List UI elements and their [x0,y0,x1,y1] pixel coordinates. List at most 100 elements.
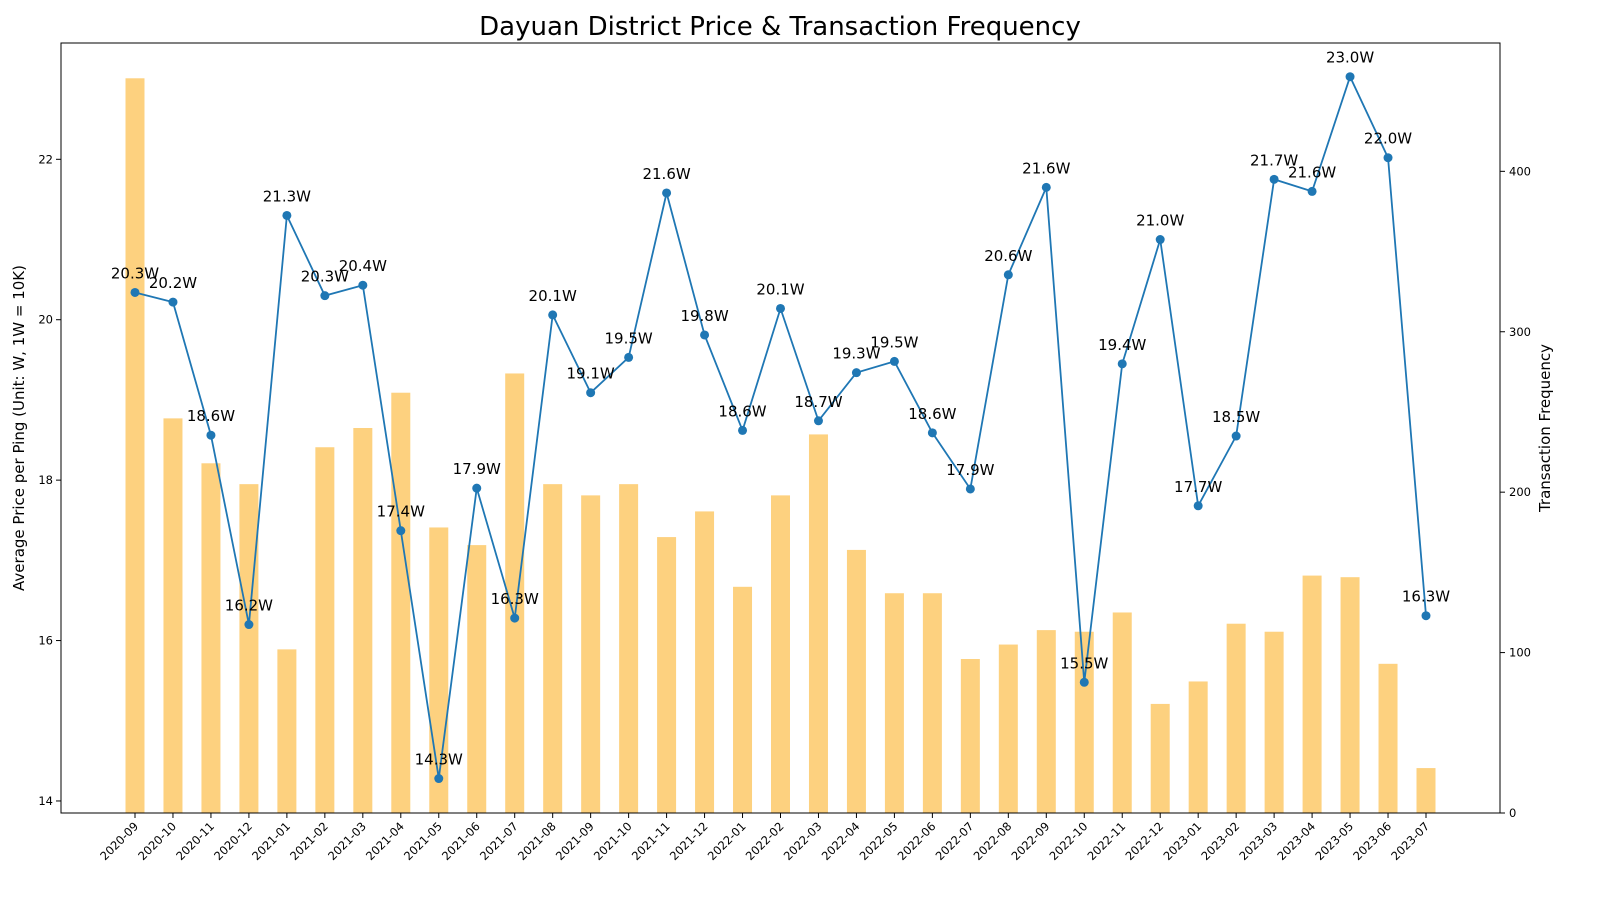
point-2023-04 [1307,186,1317,196]
bar-2020-10 [163,418,183,813]
bar-2022-10 [1074,631,1094,813]
data-label-2022-02: 20.1W [756,280,804,298]
x-tick-label-2022-08: 2022-08 [971,819,1015,863]
bar-2021-09 [581,495,601,813]
bar-2022-06 [922,593,942,813]
left-tick-label: 22 [38,152,53,166]
x-tick-label-2023-01: 2023-01 [1160,819,1204,863]
data-label-2021-02: 20.3W [301,268,349,286]
bar-2022-08 [998,644,1018,813]
bar-2020-12 [239,484,259,813]
bar-2022-11 [1112,612,1132,813]
x-tick-label-2023-06: 2023-06 [1350,819,1394,863]
point-2021-07 [510,613,520,623]
point-2021-03 [358,280,368,290]
data-label-2022-07: 17.9W [946,461,994,479]
bar-2020-11 [201,463,221,813]
x-tick-label-2021-10: 2021-10 [591,819,635,863]
bar-2021-12 [695,511,715,813]
point-2020-09 [130,287,140,297]
data-label-2023-01: 17.7W [1174,478,1222,496]
data-label-2021-05: 14.3W [415,751,463,769]
bar-2022-02 [771,495,790,813]
point-2021-05 [434,774,444,784]
left-y-axis: 14 16 18 20 22 [38,152,61,808]
data-label-2021-06: 17.9W [453,460,501,478]
point-2023-06 [1383,153,1393,163]
x-axis: 2020-092020-102020-112020-122021-012021-… [97,813,1432,863]
data-label-2022-05: 19.5W [870,333,918,351]
data-label-2021-12: 19.8W [680,307,728,325]
data-label-2020-11: 18.6W [187,407,235,425]
x-tick-label-2021-02: 2021-02 [287,819,331,863]
bar-2022-09 [1036,630,1056,813]
data-label-2022-06: 18.6W [908,405,956,423]
left-y-axis-title: Average Price per Ping (Unit: W, 1W = 10… [10,265,28,591]
bar-2021-02 [315,447,335,813]
left-tick-label: 16 [38,634,53,648]
data-label-2023-02: 18.5W [1212,408,1260,426]
right-y-axis: 0 100 200 300 400 [1500,164,1531,820]
right-tick-label: 300 [1509,325,1531,339]
point-2022-04 [851,368,861,378]
bar-2021-10 [619,484,639,813]
data-label-2022-08: 20.6W [984,247,1032,265]
x-tick-label-2020-12: 2020-12 [211,819,255,863]
x-tick-label-2022-11: 2022-11 [1084,819,1128,863]
bar-2023-01 [1188,681,1208,813]
x-tick-label-2020-10: 2020-10 [135,819,179,863]
bar-2021-08 [543,484,563,813]
bar-2021-01 [277,649,297,813]
point-2021-04 [396,526,406,536]
data-label-2021-08: 20.1W [529,287,577,305]
bar-2023-03 [1264,631,1284,813]
point-2023-07 [1421,611,1431,621]
data-label-2023-06: 22.0W [1364,130,1412,148]
x-tick-label-2022-07: 2022-07 [933,819,977,863]
x-tick-label-2022-06: 2022-06 [895,819,939,863]
points-layer [130,72,1431,784]
x-tick-label-2021-07: 2021-07 [477,819,521,863]
point-2022-07 [965,484,975,494]
right-tick-label: 0 [1509,806,1516,820]
bar-2020-09 [125,78,145,813]
data-label-2021-07: 16.3W [491,590,539,608]
x-tick-label-2021-03: 2021-03 [325,819,369,863]
x-tick-label-2023-03: 2023-03 [1236,819,1280,863]
point-2021-11 [662,188,672,198]
point-2022-11 [1117,359,1127,369]
bar-2022-05 [884,593,904,813]
point-2021-08 [548,310,558,320]
point-2020-11 [206,430,216,440]
chart-title: Dayuan District Price & Transaction Freq… [479,12,1081,42]
bar-2022-12 [1150,703,1170,813]
point-2023-03 [1269,174,1279,184]
x-tick-label-2022-05: 2022-05 [857,819,901,863]
bar-2023-02 [1226,623,1246,813]
data-label-2023-03: 21.7W [1250,151,1298,169]
x-tick-label-2022-02: 2022-02 [743,819,787,863]
data-label-2021-04: 17.4W [377,503,425,521]
left-tick-label: 18 [38,473,53,487]
bar-2023-04 [1302,575,1322,813]
point-2022-06 [927,428,937,438]
x-tick-label-2021-09: 2021-09 [553,819,597,863]
x-tick-label-2022-10: 2022-10 [1047,819,1091,863]
x-tick-label-2021-04: 2021-04 [363,819,407,863]
x-tick-label-2021-01: 2021-01 [249,819,293,863]
x-tick-label-2022-01: 2022-01 [705,819,749,863]
data-label-2022-12: 21.0W [1136,212,1184,230]
x-tick-label-2021-11: 2021-11 [629,819,673,863]
bar-2022-01 [733,586,753,813]
data-label-2022-04: 19.3W [832,345,880,363]
x-tick-label-2021-08: 2021-08 [515,819,559,863]
data-label-2021-10: 19.5W [605,329,653,347]
x-tick-label-2021-12: 2021-12 [667,819,711,863]
right-y-axis-title: Transaction Frequency [1536,344,1554,513]
point-2021-01 [282,210,292,220]
x-tick-label-2022-09: 2022-09 [1009,819,1053,863]
bar-2023-05 [1340,577,1360,813]
point-2021-06 [472,483,482,493]
